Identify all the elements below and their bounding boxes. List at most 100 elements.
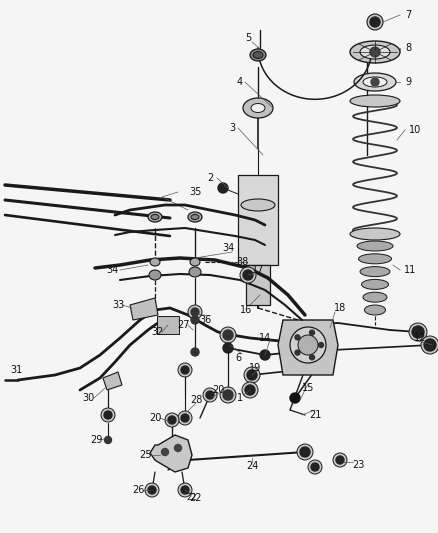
Ellipse shape: [350, 95, 400, 107]
Text: 34: 34: [222, 243, 234, 253]
Circle shape: [181, 486, 189, 494]
Circle shape: [181, 366, 189, 374]
Text: 9: 9: [405, 77, 411, 87]
Text: 21: 21: [309, 410, 321, 420]
Polygon shape: [130, 298, 158, 320]
Text: 3: 3: [229, 123, 235, 133]
Ellipse shape: [350, 228, 400, 240]
Text: 7: 7: [405, 10, 411, 20]
Circle shape: [191, 348, 199, 356]
Text: 17: 17: [252, 265, 264, 275]
Circle shape: [295, 335, 300, 340]
Text: 19: 19: [249, 363, 261, 373]
Circle shape: [191, 316, 199, 324]
Text: 26: 26: [132, 485, 144, 495]
Circle shape: [223, 390, 233, 400]
Circle shape: [192, 214, 198, 220]
Text: 34: 34: [106, 265, 118, 275]
Text: 22: 22: [189, 493, 201, 503]
Circle shape: [178, 411, 192, 425]
Text: 16: 16: [240, 305, 252, 315]
Text: 20: 20: [149, 413, 161, 423]
Circle shape: [168, 416, 176, 424]
Text: 22: 22: [187, 494, 197, 503]
Polygon shape: [103, 372, 122, 390]
Bar: [238, 175, 278, 265]
Circle shape: [242, 382, 258, 398]
Text: 4: 4: [237, 77, 243, 87]
Circle shape: [370, 47, 380, 57]
Ellipse shape: [360, 266, 390, 277]
Circle shape: [297, 444, 313, 460]
Bar: [157, 316, 179, 334]
Circle shape: [310, 355, 314, 360]
Circle shape: [178, 363, 192, 377]
Circle shape: [318, 343, 324, 348]
Text: 27: 27: [177, 320, 189, 330]
Ellipse shape: [189, 267, 201, 277]
Ellipse shape: [360, 45, 390, 59]
Polygon shape: [150, 435, 192, 472]
Text: 23: 23: [352, 460, 364, 470]
Text: 31: 31: [10, 365, 22, 375]
Text: 18: 18: [334, 303, 346, 313]
Text: 24: 24: [246, 461, 258, 471]
Circle shape: [220, 387, 236, 403]
Text: 10: 10: [409, 125, 421, 135]
Circle shape: [162, 448, 169, 456]
Circle shape: [243, 270, 253, 280]
Circle shape: [152, 214, 158, 220]
Ellipse shape: [241, 199, 275, 211]
Ellipse shape: [363, 292, 387, 302]
Ellipse shape: [363, 77, 387, 87]
Ellipse shape: [358, 254, 392, 264]
Ellipse shape: [188, 212, 202, 222]
Circle shape: [260, 350, 270, 360]
Circle shape: [300, 447, 310, 457]
Circle shape: [145, 483, 159, 497]
Text: 20: 20: [212, 385, 224, 395]
Text: 6: 6: [235, 353, 241, 363]
Circle shape: [218, 183, 228, 193]
Circle shape: [101, 408, 115, 422]
Text: 2: 2: [207, 173, 213, 183]
Ellipse shape: [190, 258, 200, 266]
Circle shape: [240, 267, 256, 283]
Text: 32: 32: [152, 327, 164, 337]
Circle shape: [181, 414, 189, 422]
Text: 35: 35: [189, 187, 201, 197]
Circle shape: [336, 456, 344, 464]
Circle shape: [409, 323, 427, 341]
Circle shape: [191, 308, 199, 316]
Circle shape: [206, 391, 214, 399]
Text: 28: 28: [190, 395, 202, 405]
Text: 36: 36: [199, 315, 211, 325]
Circle shape: [244, 367, 260, 383]
Circle shape: [178, 483, 192, 497]
Circle shape: [295, 350, 300, 355]
Circle shape: [421, 336, 438, 354]
Circle shape: [370, 17, 380, 27]
Text: 8: 8: [405, 43, 411, 53]
Circle shape: [104, 411, 112, 419]
Circle shape: [412, 326, 424, 338]
Circle shape: [165, 413, 179, 427]
Ellipse shape: [148, 212, 162, 222]
Circle shape: [174, 445, 181, 451]
Circle shape: [308, 460, 322, 474]
Ellipse shape: [357, 241, 393, 251]
Ellipse shape: [253, 52, 263, 59]
Text: 33: 33: [112, 300, 124, 310]
Circle shape: [290, 393, 300, 403]
Circle shape: [245, 385, 255, 395]
Circle shape: [298, 335, 318, 355]
Ellipse shape: [364, 305, 385, 315]
Circle shape: [424, 339, 436, 351]
Ellipse shape: [191, 214, 199, 220]
Ellipse shape: [354, 73, 396, 91]
Text: 25: 25: [139, 450, 151, 460]
Circle shape: [333, 453, 347, 467]
Circle shape: [311, 463, 319, 471]
Text: 11: 11: [404, 265, 416, 275]
Circle shape: [223, 343, 233, 353]
